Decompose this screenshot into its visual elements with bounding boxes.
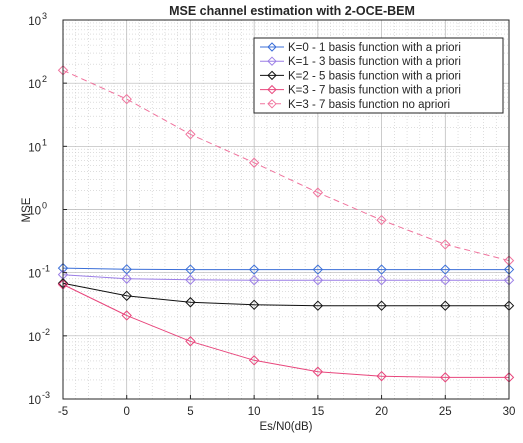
x-tick-label: 0 xyxy=(124,406,130,418)
legend-label: K=3 - 7 basis function with a priori xyxy=(288,85,461,97)
data-point-marker xyxy=(185,264,196,275)
data-point-marker xyxy=(185,129,196,140)
y-tick-exponent: 0 xyxy=(42,201,47,211)
y-tick-exponent: 1 xyxy=(42,137,47,147)
data-point-marker xyxy=(376,214,387,226)
data-point-marker xyxy=(376,264,387,275)
series-layer xyxy=(57,65,515,383)
data-point-marker xyxy=(312,274,324,286)
series-line xyxy=(62,69,510,262)
legend-marker xyxy=(267,42,277,52)
data-point-marker xyxy=(121,310,132,321)
legend-label: K=0 - 1 basis function with a priori xyxy=(288,42,461,54)
data-point-marker xyxy=(185,274,196,286)
data-point-marker xyxy=(376,300,387,311)
data-point-marker xyxy=(312,366,324,377)
y-tick-exponent: 2 xyxy=(42,74,47,84)
data-point-marker xyxy=(248,264,260,275)
data-point-marker xyxy=(248,157,260,168)
data-point-marker xyxy=(312,187,324,198)
data-point-marker xyxy=(185,297,196,308)
series-5 xyxy=(57,65,515,266)
legend-marker xyxy=(267,70,277,81)
data-point-marker xyxy=(121,290,132,302)
x-tick-label: -5 xyxy=(58,406,68,418)
x-tick-label: 5 xyxy=(187,406,193,418)
data-point-marker xyxy=(440,372,451,383)
y-tick-label: 10 xyxy=(28,332,41,344)
legend-box xyxy=(253,37,504,114)
x-tick-label: 15 xyxy=(311,406,324,418)
series-line xyxy=(62,267,509,271)
legend-marker xyxy=(267,56,277,66)
data-point-marker xyxy=(248,274,260,286)
y-tick-label: 10 xyxy=(28,16,41,28)
x-tick-label: 20 xyxy=(375,406,388,418)
data-point-marker xyxy=(440,264,451,275)
data-point-marker xyxy=(440,300,451,311)
legend-label: K=3 - 7 basis function no apriori xyxy=(288,99,450,111)
y-tick-label: 10 xyxy=(28,206,41,218)
y-tick-exponent: -1 xyxy=(42,264,50,274)
y-tick-exponent: -2 xyxy=(42,327,50,337)
data-point-marker xyxy=(121,273,132,284)
y-tick-exponent: -3 xyxy=(42,390,50,400)
y-tick-label: 10 xyxy=(28,395,41,407)
y-axis-label: MSE xyxy=(21,197,33,222)
legend-marker xyxy=(267,84,277,95)
y-tick-exponent: 3 xyxy=(42,11,47,21)
data-point-marker xyxy=(248,355,260,366)
data-point-marker xyxy=(440,274,451,286)
legend-label: K=2 - 5 basis function with a priori xyxy=(288,70,461,82)
data-point-marker xyxy=(376,274,387,286)
x-tick-label: 25 xyxy=(439,406,452,418)
y-tick-label: 10 xyxy=(28,269,41,281)
y-tick-label: 10 xyxy=(28,79,41,91)
data-point-marker xyxy=(440,239,451,250)
series-line xyxy=(62,274,509,281)
data-point-marker xyxy=(376,370,387,382)
data-point-marker xyxy=(121,93,132,105)
series-1 xyxy=(57,262,515,275)
x-tick-label: 10 xyxy=(248,406,261,418)
legend-marker xyxy=(267,99,277,109)
x-tick-label: 30 xyxy=(503,406,516,418)
series-3 xyxy=(57,278,515,311)
series-line xyxy=(62,284,509,378)
x-axis-label: Es/N0(dB) xyxy=(259,421,312,433)
series-4 xyxy=(57,279,515,383)
x-axis: -5 0 5 10 15 20 25 30 xyxy=(58,395,516,418)
series-line xyxy=(62,282,509,307)
legend-label: K=1 - 3 basis function with a priori xyxy=(288,56,461,68)
data-point-marker xyxy=(312,300,324,311)
data-point-marker xyxy=(248,299,260,311)
y-tick-label: 10 xyxy=(28,142,41,154)
legend: K=0 - 1 basis function with a priori K=1 … xyxy=(253,37,504,114)
data-point-marker xyxy=(312,264,324,275)
data-point-marker xyxy=(185,336,196,347)
chart-title: MSE channel estimation with 2-OCE-BEM xyxy=(169,4,415,18)
